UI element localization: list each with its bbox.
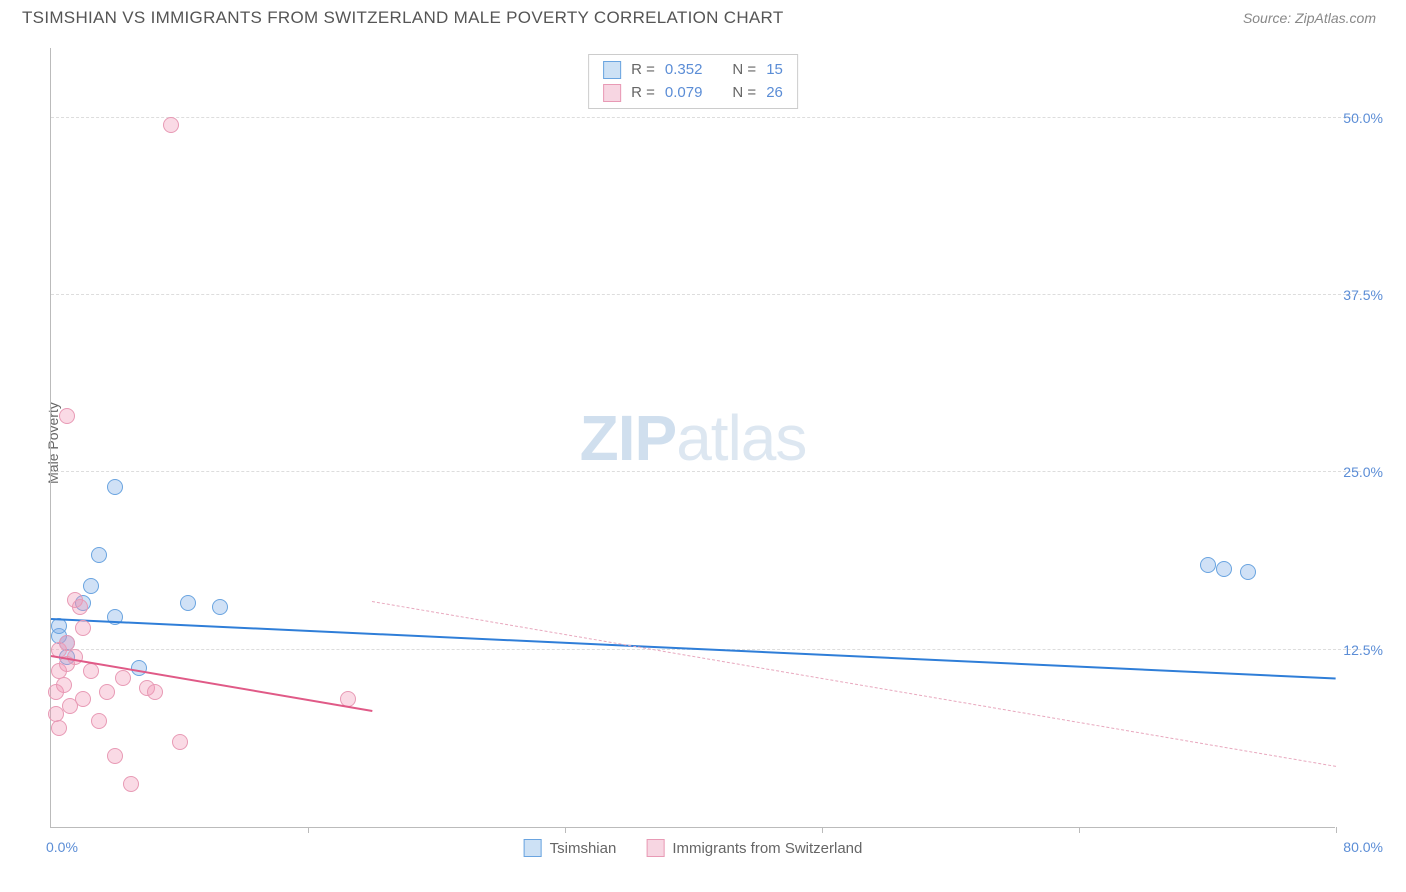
legend-swatch xyxy=(524,839,542,857)
data-point xyxy=(1240,564,1256,580)
data-point xyxy=(107,479,123,495)
data-point xyxy=(75,620,91,636)
watermark: ZIPatlas xyxy=(580,401,807,475)
legend-r-prefix: R = xyxy=(631,82,655,105)
legend-stat-row: R = 0.079 N = 26 xyxy=(603,82,783,105)
legend-swatch xyxy=(646,839,664,857)
gridline-horizontal xyxy=(51,294,1361,295)
data-point xyxy=(115,670,131,686)
trend-line xyxy=(51,655,373,712)
chart-container: Male Poverty ZIPatlas R =0.352N =15R =0.… xyxy=(50,48,1380,838)
legend-n-value: 15 xyxy=(766,59,783,82)
gridline-horizontal xyxy=(51,471,1361,472)
y-tick-label: 25.0% xyxy=(1343,464,1383,480)
legend-series-label: Tsimshian xyxy=(550,840,617,857)
legend-n-value: 26 xyxy=(766,82,783,105)
plot-area: ZIPatlas R =0.352N =15R =0.079N =26 0.0%… xyxy=(50,48,1335,828)
y-tick-label: 12.5% xyxy=(1343,642,1383,658)
data-point xyxy=(75,691,91,707)
data-point xyxy=(1200,557,1216,573)
legend-stat-row: R = 0.352 N = 15 xyxy=(603,59,783,82)
data-point xyxy=(212,599,228,615)
data-point xyxy=(67,649,83,665)
data-point xyxy=(147,684,163,700)
x-min-label: 0.0% xyxy=(46,839,78,855)
data-point xyxy=(172,734,188,750)
data-point xyxy=(163,117,179,133)
data-point xyxy=(107,748,123,764)
legend-r-value: 0.352 xyxy=(665,59,703,82)
y-tick-label: 37.5% xyxy=(1343,287,1383,303)
legend-series-item: Tsimshian xyxy=(524,839,617,857)
data-point xyxy=(91,713,107,729)
legend-r-prefix: R = xyxy=(631,59,655,82)
data-point xyxy=(72,599,88,615)
source-attribution: Source: ZipAtlas.com xyxy=(1243,10,1376,26)
data-point xyxy=(83,663,99,679)
gridline-horizontal xyxy=(51,117,1361,118)
trend-line-extrapolated xyxy=(372,601,1336,767)
legend-series-label: Immigrants from Switzerland xyxy=(672,840,862,857)
data-point xyxy=(1216,561,1232,577)
legend-n-prefix: N = xyxy=(732,59,756,82)
legend-r-value: 0.079 xyxy=(665,82,703,105)
data-point xyxy=(51,720,67,736)
data-point xyxy=(180,595,196,611)
legend-stats: R = 0.352 N = 15 R = 0.079 N = 26 xyxy=(588,54,798,109)
legend-series-item: Immigrants from Switzerland xyxy=(646,839,862,857)
data-point xyxy=(99,684,115,700)
data-point xyxy=(123,776,139,792)
data-point xyxy=(91,547,107,563)
legend-swatch xyxy=(603,84,621,102)
watermark-atlas: atlas xyxy=(676,402,806,474)
legend-swatch xyxy=(603,61,621,79)
legend-series: Tsimshian Immigrants from Switzerland xyxy=(524,839,863,857)
data-point xyxy=(83,578,99,594)
data-point xyxy=(59,408,75,424)
x-tick-mark xyxy=(1336,827,1337,833)
legend-n-prefix: N = xyxy=(732,82,756,105)
chart-title: TSIMSHIAN VS IMMIGRANTS FROM SWITZERLAND… xyxy=(22,8,784,28)
watermark-zip: ZIP xyxy=(580,402,677,474)
y-tick-label: 50.0% xyxy=(1343,110,1383,126)
x-max-label: 80.0% xyxy=(1343,839,1383,855)
data-point xyxy=(56,677,72,693)
